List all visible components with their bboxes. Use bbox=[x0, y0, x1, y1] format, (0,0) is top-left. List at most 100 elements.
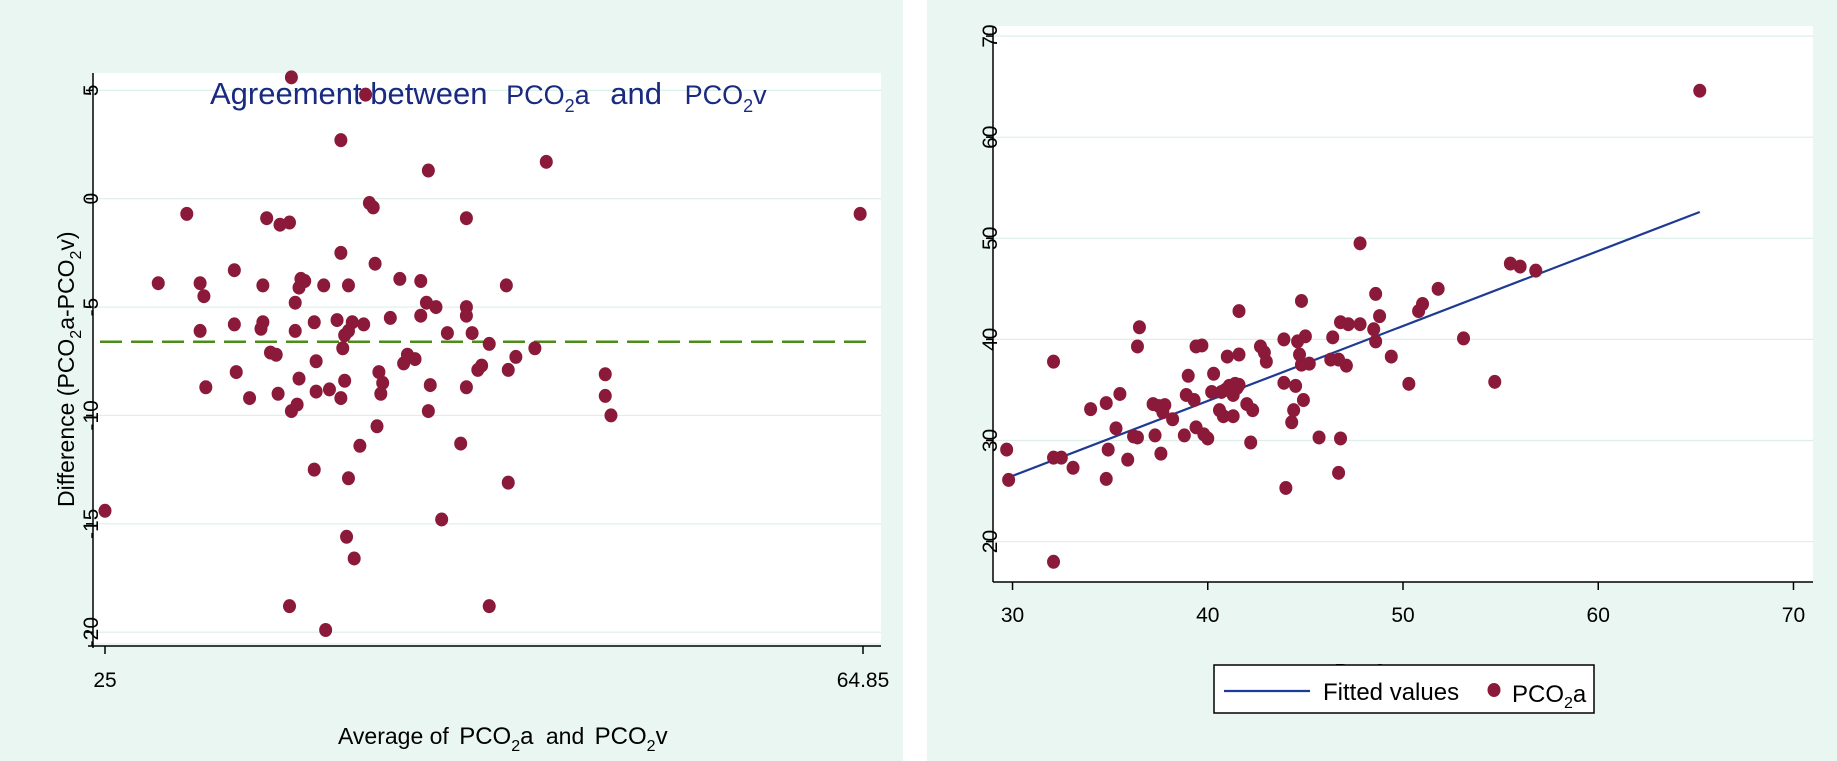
data-point bbox=[435, 512, 449, 527]
data-point bbox=[197, 289, 211, 304]
data-point bbox=[292, 280, 306, 295]
data-point bbox=[459, 308, 473, 323]
data-point bbox=[1148, 428, 1162, 443]
data-point bbox=[598, 367, 612, 382]
data-point bbox=[341, 278, 355, 293]
y-tick-label: -20 bbox=[80, 617, 103, 647]
data-point bbox=[334, 391, 348, 406]
data-point bbox=[309, 384, 323, 399]
data-point bbox=[1431, 281, 1445, 296]
y-tick-label: 20 bbox=[979, 530, 1002, 553]
data-point bbox=[151, 276, 165, 291]
data-point bbox=[1369, 334, 1383, 349]
data-point bbox=[1285, 415, 1299, 430]
data-point bbox=[1002, 472, 1016, 487]
data-point bbox=[1373, 309, 1387, 324]
x-tick-label: 60 bbox=[1587, 604, 1610, 627]
data-point bbox=[1047, 354, 1061, 369]
data-point bbox=[1195, 338, 1209, 353]
data-point bbox=[340, 529, 354, 544]
data-point bbox=[1294, 293, 1308, 308]
data-point bbox=[338, 328, 352, 343]
data-point bbox=[604, 408, 618, 423]
legend-point-swatch bbox=[1487, 683, 1501, 697]
data-point bbox=[1232, 347, 1246, 362]
y-tick-label: 60 bbox=[979, 126, 1002, 149]
data-point bbox=[501, 362, 515, 377]
data-point bbox=[1216, 409, 1230, 424]
data-point bbox=[1132, 320, 1146, 335]
data-point bbox=[408, 352, 422, 367]
data-point bbox=[334, 133, 348, 148]
data-point bbox=[1488, 374, 1502, 389]
legend-fitted-label: Fitted values bbox=[1323, 679, 1459, 706]
data-point bbox=[393, 271, 407, 286]
data-point bbox=[1312, 430, 1326, 445]
data-point bbox=[1291, 334, 1305, 349]
data-point bbox=[288, 295, 302, 310]
data-point bbox=[1277, 332, 1291, 347]
data-point bbox=[1244, 435, 1258, 450]
y-tick-label: 30 bbox=[979, 429, 1002, 452]
data-point bbox=[374, 386, 388, 401]
data-point bbox=[1353, 236, 1367, 251]
x-tick-label: 50 bbox=[1391, 604, 1414, 627]
data-point bbox=[338, 373, 352, 388]
data-point bbox=[1130, 339, 1144, 354]
data-point bbox=[273, 217, 287, 232]
data-point bbox=[256, 278, 270, 293]
x-tick-label: 30 bbox=[1001, 604, 1024, 627]
data-point bbox=[199, 380, 213, 395]
data-point bbox=[429, 300, 443, 315]
legend-series-label: PCO2a bbox=[1512, 681, 1587, 712]
data-point bbox=[1187, 393, 1201, 408]
data-point bbox=[229, 365, 243, 380]
data-point bbox=[1457, 331, 1471, 346]
data-point bbox=[359, 87, 373, 102]
data-point bbox=[1207, 366, 1221, 381]
data-point bbox=[1099, 471, 1113, 486]
data-point bbox=[421, 404, 435, 419]
data-point bbox=[336, 341, 350, 356]
data-point bbox=[366, 200, 380, 215]
data-point bbox=[853, 206, 867, 221]
data-point bbox=[1384, 349, 1398, 364]
data-point bbox=[1513, 259, 1527, 274]
data-point bbox=[353, 438, 367, 453]
y-tick-label: 70 bbox=[979, 24, 1002, 47]
data-point bbox=[347, 551, 361, 566]
data-point bbox=[459, 380, 473, 395]
y-axis-label: Difference (PCO2a-PCO2v) bbox=[53, 231, 85, 507]
data-point bbox=[370, 419, 384, 434]
x-ticks: 25 64.85 bbox=[93, 646, 889, 692]
data-point bbox=[1066, 460, 1080, 475]
data-point bbox=[383, 310, 397, 325]
data-point bbox=[1412, 304, 1426, 319]
data-point bbox=[1047, 554, 1061, 569]
data-point bbox=[1302, 356, 1316, 371]
data-point bbox=[1232, 304, 1246, 319]
x-tick-label: 40 bbox=[1196, 604, 1219, 627]
data-point bbox=[180, 206, 194, 221]
data-point bbox=[334, 245, 348, 260]
data-point bbox=[1181, 368, 1195, 383]
data-point bbox=[1296, 393, 1310, 408]
data-point bbox=[1156, 405, 1170, 420]
data-point bbox=[254, 321, 268, 336]
data-point bbox=[1353, 317, 1367, 332]
data-point bbox=[376, 375, 390, 390]
data-point bbox=[539, 154, 553, 169]
data-point bbox=[1503, 256, 1517, 271]
data-points bbox=[1000, 83, 1707, 569]
data-point bbox=[501, 475, 515, 490]
data-point bbox=[1289, 378, 1303, 393]
y-tick-label: 40 bbox=[979, 328, 1002, 351]
bland-altman-panel: -20 -15 -10 -5 0 5 25 64.85 Agreement between … bbox=[0, 0, 903, 761]
data-point bbox=[1287, 403, 1301, 418]
data-point bbox=[1214, 384, 1228, 399]
data-point bbox=[193, 323, 207, 338]
data-point bbox=[1130, 430, 1144, 445]
data-point bbox=[1277, 375, 1291, 390]
data-point bbox=[440, 326, 454, 341]
